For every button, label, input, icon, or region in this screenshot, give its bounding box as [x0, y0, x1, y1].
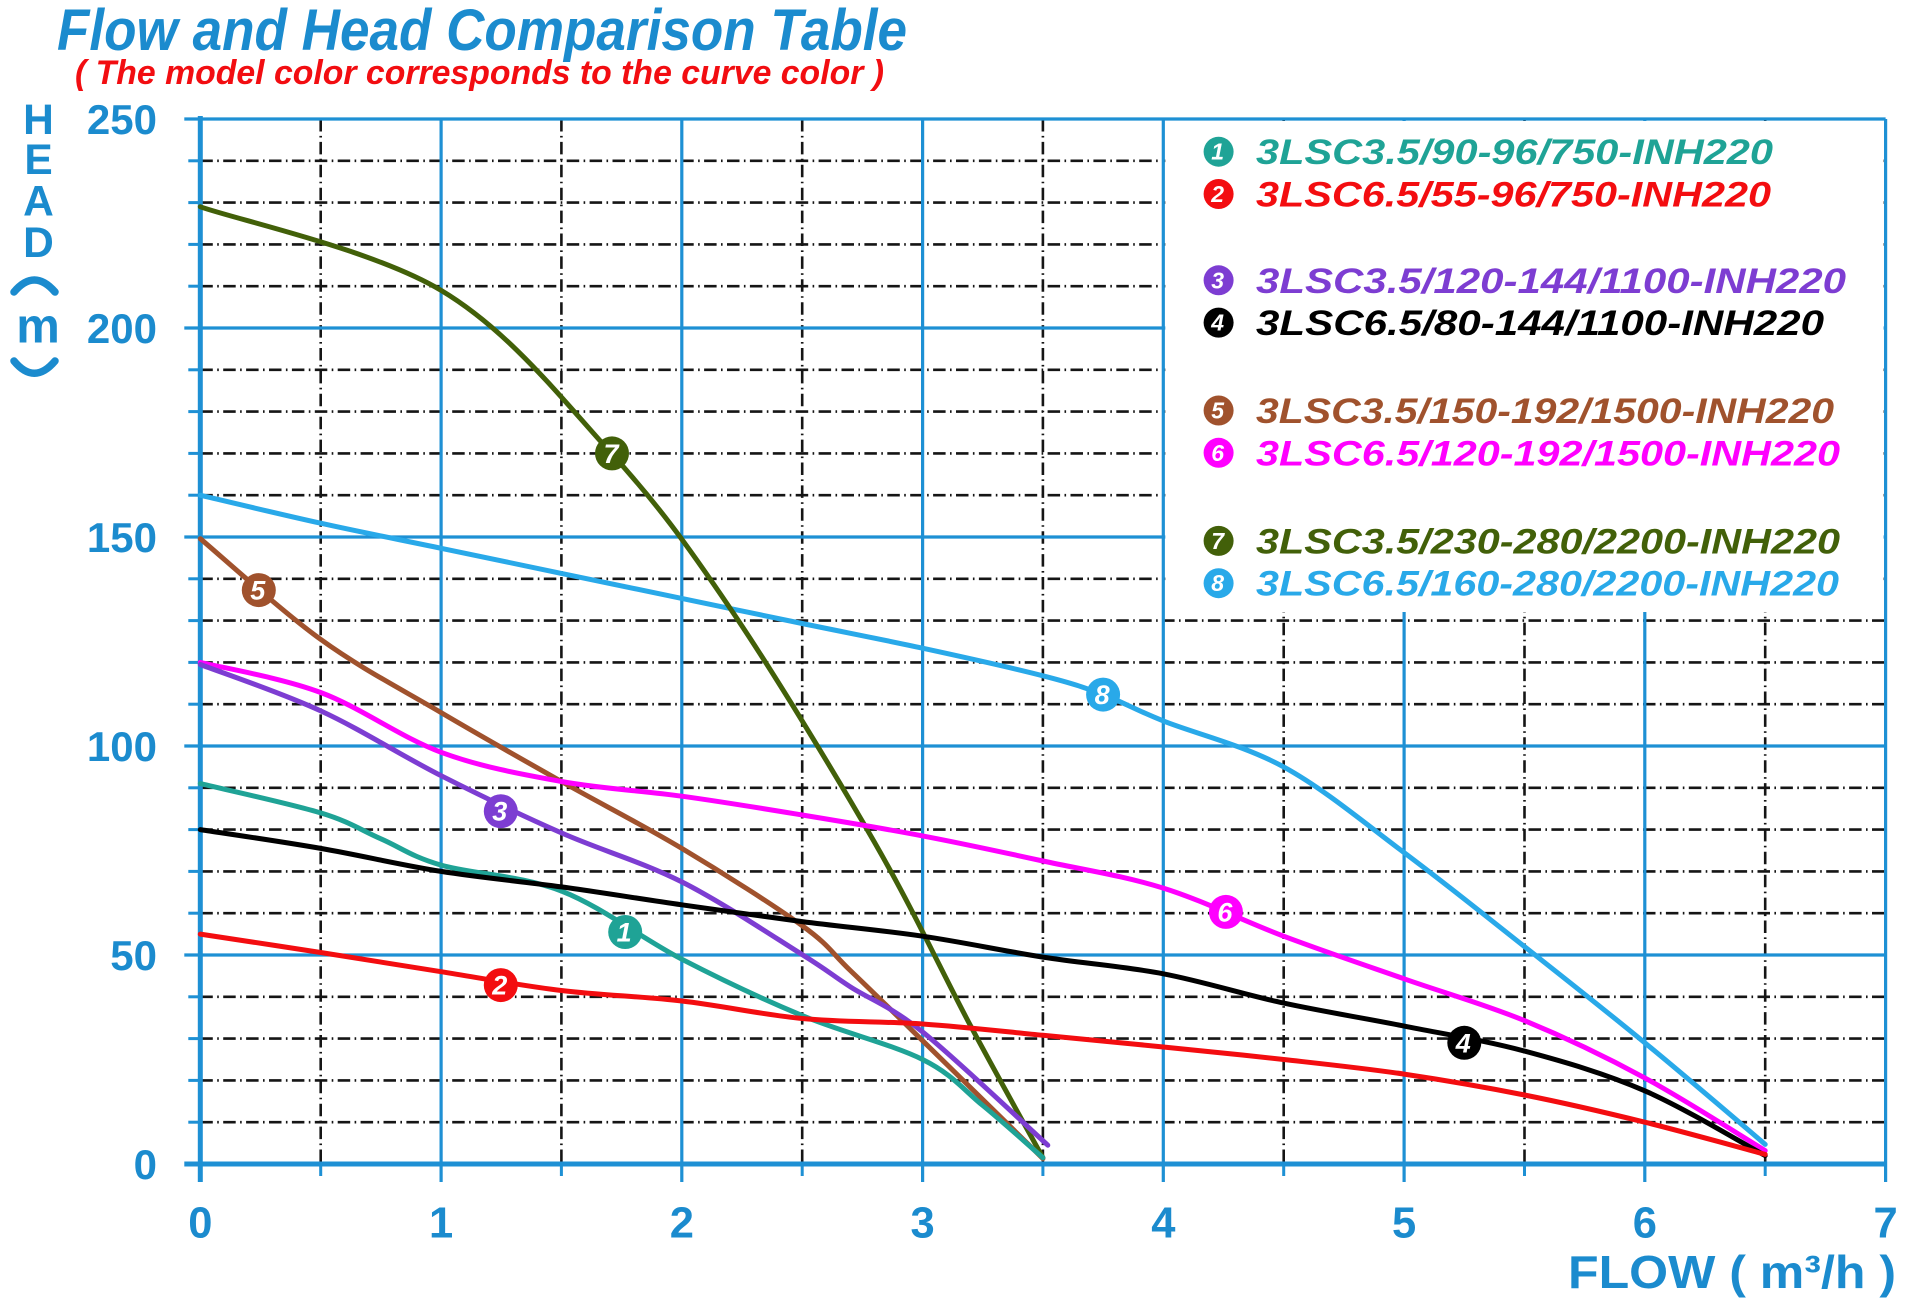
svg-text:3LSC3.5/230-280/2200-INH220: 3LSC3.5/230-280/2200-INH220	[1256, 521, 1840, 561]
svg-text:200: 200	[87, 305, 157, 352]
svg-text:3: 3	[1211, 267, 1224, 293]
svg-text:H: H	[23, 97, 54, 144]
svg-text:2: 2	[670, 1200, 694, 1248]
svg-text:0: 0	[134, 1141, 157, 1188]
svg-text:4: 4	[1210, 310, 1224, 336]
svg-text:100: 100	[87, 723, 157, 770]
svg-text:5: 5	[250, 576, 266, 606]
svg-text:3LSC6.5/80-144/1100-INH220: 3LSC6.5/80-144/1100-INH220	[1256, 303, 1824, 343]
svg-text:A: A	[23, 178, 54, 225]
svg-text:7: 7	[603, 439, 620, 469]
svg-text:E: E	[24, 137, 52, 184]
svg-text:6: 6	[1633, 1200, 1657, 1248]
svg-text:1: 1	[617, 918, 632, 948]
svg-text:4: 4	[1455, 1028, 1471, 1058]
svg-text:6: 6	[1217, 897, 1233, 927]
svg-text:3: 3	[492, 797, 507, 827]
svg-text:150: 150	[87, 514, 157, 561]
svg-text:5: 5	[1392, 1200, 1416, 1248]
svg-text:3: 3	[910, 1200, 934, 1248]
svg-text:m: m	[16, 299, 60, 353]
svg-text:FLOW ( m³/h ): FLOW ( m³/h )	[1568, 1246, 1896, 1298]
svg-text:50: 50	[110, 932, 157, 979]
svg-text:6: 6	[1211, 440, 1224, 466]
svg-text:Flow and Head Comparison Table: Flow and Head Comparison Table	[57, 0, 907, 63]
svg-text:3LSC6.5/160-280/2200-INH220: 3LSC6.5/160-280/2200-INH220	[1256, 564, 1839, 604]
svg-text:7: 7	[1873, 1200, 1897, 1248]
svg-text:1: 1	[429, 1200, 453, 1248]
svg-text:250: 250	[87, 96, 157, 143]
svg-text:0: 0	[188, 1200, 212, 1248]
svg-text:2: 2	[1210, 181, 1224, 207]
svg-text:D: D	[23, 220, 54, 267]
svg-text:3LSC3.5/120-144/1100-INH220: 3LSC3.5/120-144/1100-INH220	[1256, 261, 1846, 301]
svg-text:( The model color corresponds: ( The model color corresponds to the cur…	[75, 54, 884, 92]
svg-text:3LSC6.5/120-192/1500-INH220: 3LSC6.5/120-192/1500-INH220	[1256, 433, 1840, 473]
svg-text:4: 4	[1151, 1200, 1175, 1248]
svg-text:7: 7	[1211, 528, 1225, 554]
svg-text:3LSC3.5/150-192/1500-INH220: 3LSC3.5/150-192/1500-INH220	[1256, 391, 1834, 431]
svg-text:1: 1	[1211, 139, 1224, 165]
svg-text:3LSC6.5/55-96/750-INH220: 3LSC6.5/55-96/750-INH220	[1256, 175, 1771, 215]
svg-text:3LSC3.5/90-96/750-INH220: 3LSC3.5/90-96/750-INH220	[1256, 132, 1773, 172]
svg-text:5: 5	[1211, 398, 1225, 424]
svg-text:2: 2	[491, 971, 507, 1001]
svg-text:8: 8	[1211, 570, 1224, 596]
svg-text:8: 8	[1095, 680, 1110, 710]
